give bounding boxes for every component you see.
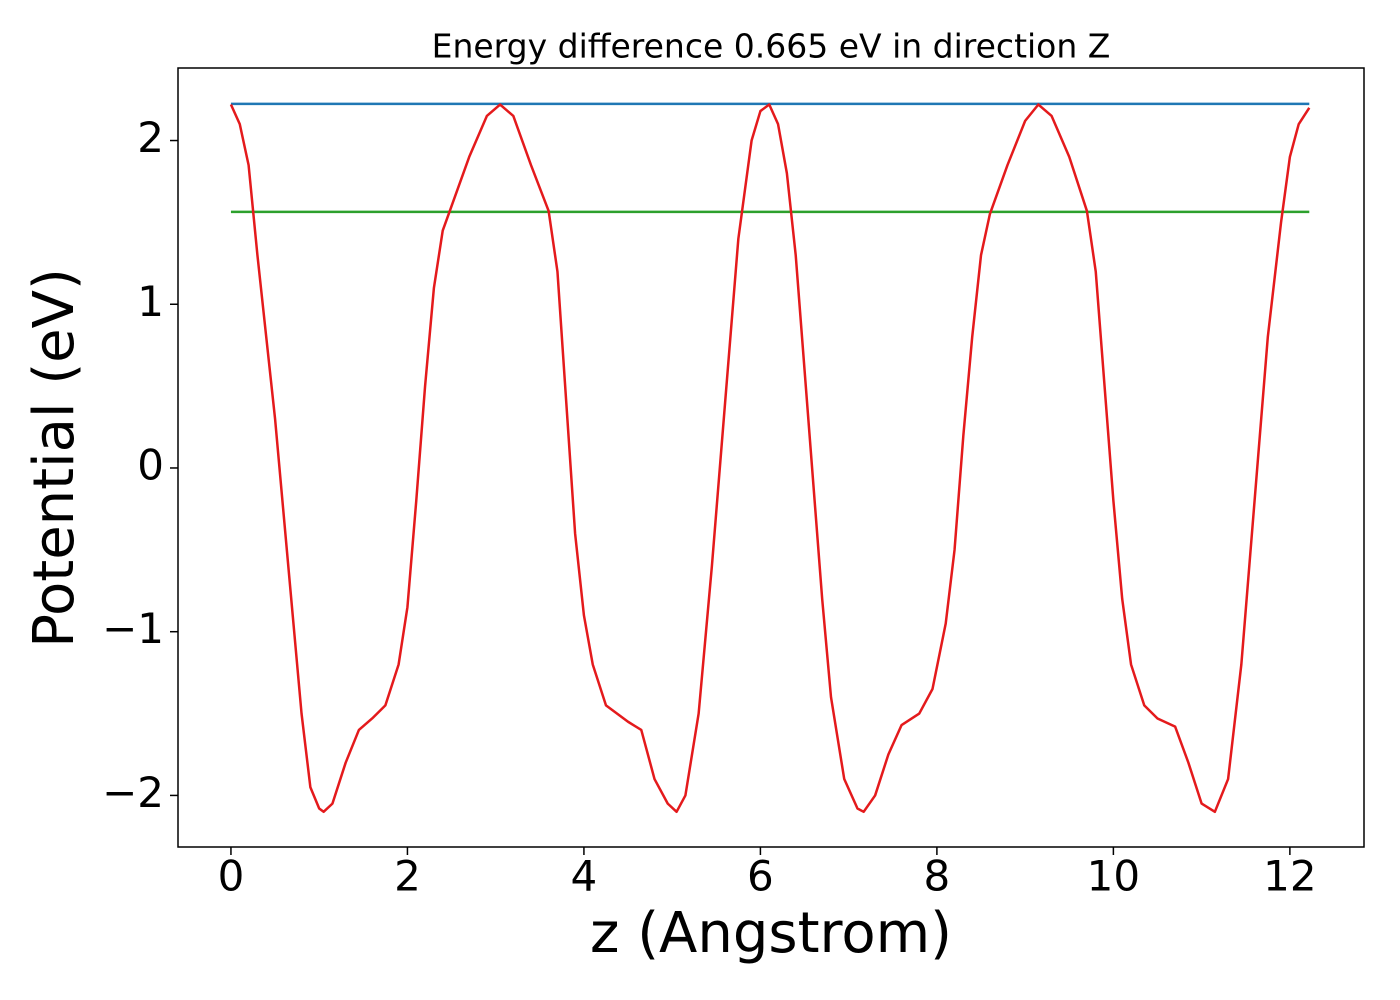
x-tick-label: 2 bbox=[394, 852, 421, 901]
x-tick-label: 0 bbox=[218, 852, 245, 901]
plot-frame bbox=[177, 67, 1365, 848]
x-tick-label: 4 bbox=[571, 852, 598, 901]
y-tick-label: −2 bbox=[102, 768, 164, 817]
x-tick-label: 12 bbox=[1263, 852, 1316, 901]
series-line bbox=[229, 103, 1311, 814]
x-tick-label: 6 bbox=[747, 852, 774, 901]
y-tick-label: 0 bbox=[137, 440, 164, 489]
y-axis-label: Potential (eV) bbox=[22, 268, 87, 648]
y-tick-label: 2 bbox=[137, 113, 164, 162]
x-tick-label: 8 bbox=[924, 852, 951, 901]
y-tick-label: 1 bbox=[137, 277, 164, 326]
chart-title: Energy difference 0.665 eV in direction … bbox=[432, 27, 1111, 66]
x-axis-label: z (Angstrom) bbox=[590, 901, 952, 966]
x-tick-label: 10 bbox=[1087, 852, 1140, 901]
y-tick-label: −1 bbox=[102, 604, 164, 653]
